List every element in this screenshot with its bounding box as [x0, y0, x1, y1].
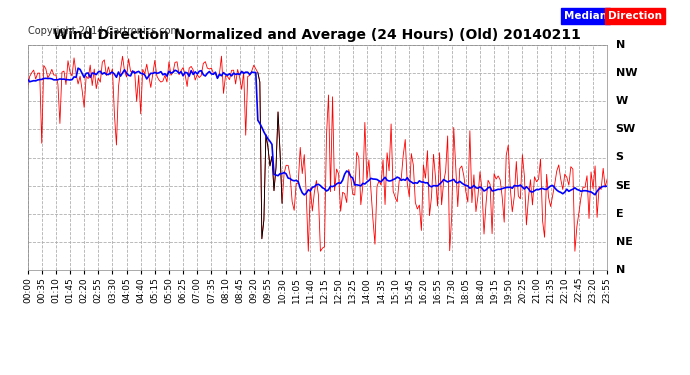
Text: E: E — [615, 209, 623, 219]
Text: N: N — [615, 40, 624, 50]
Text: NW: NW — [615, 68, 637, 78]
Text: W: W — [615, 96, 628, 106]
Text: NE: NE — [615, 237, 633, 247]
Text: SE: SE — [615, 181, 631, 190]
Text: Direction: Direction — [608, 11, 662, 21]
Text: N: N — [615, 265, 624, 275]
Text: S: S — [615, 153, 624, 162]
Text: Copyright 2014 Cartronics.com: Copyright 2014 Cartronics.com — [28, 26, 179, 36]
Text: Median: Median — [564, 11, 607, 21]
Text: SW: SW — [615, 124, 635, 134]
Title: Wind Direction Normalized and Average (24 Hours) (Old) 20140211: Wind Direction Normalized and Average (2… — [53, 28, 582, 42]
